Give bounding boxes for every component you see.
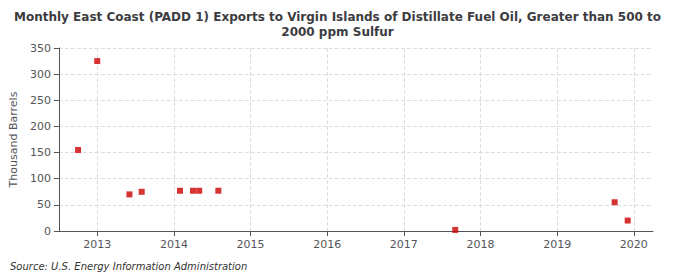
svg-text:2014: 2014: [160, 238, 188, 251]
svg-text:2013: 2013: [83, 238, 111, 251]
svg-text:2000 ppm Sulfur: 2000 ppm Sulfur: [281, 25, 394, 39]
svg-text:200: 200: [30, 120, 51, 133]
svg-text:0: 0: [44, 225, 51, 238]
svg-text:2019: 2019: [543, 238, 571, 251]
svg-text:350: 350: [30, 42, 51, 55]
svg-text:150: 150: [30, 146, 51, 159]
svg-text:50: 50: [37, 198, 51, 211]
svg-text:100: 100: [30, 172, 51, 185]
svg-text:2015: 2015: [237, 238, 265, 251]
svg-text:2020: 2020: [620, 238, 648, 251]
svg-text:Monthly East Coast (PADD 1) Ex: Monthly East Coast (PADD 1) Exports to V…: [14, 10, 661, 24]
svg-text:250: 250: [30, 94, 51, 107]
svg-text:300: 300: [30, 68, 51, 81]
svg-text:2016: 2016: [313, 238, 341, 251]
svg-text:Source: U.S. Energy Informatio: Source: U.S. Energy Information Administ…: [10, 261, 247, 272]
svg-text:2018: 2018: [467, 238, 495, 251]
svg-text:2017: 2017: [390, 238, 418, 251]
svg-text:Thousand Barrels: Thousand Barrels: [7, 91, 20, 188]
